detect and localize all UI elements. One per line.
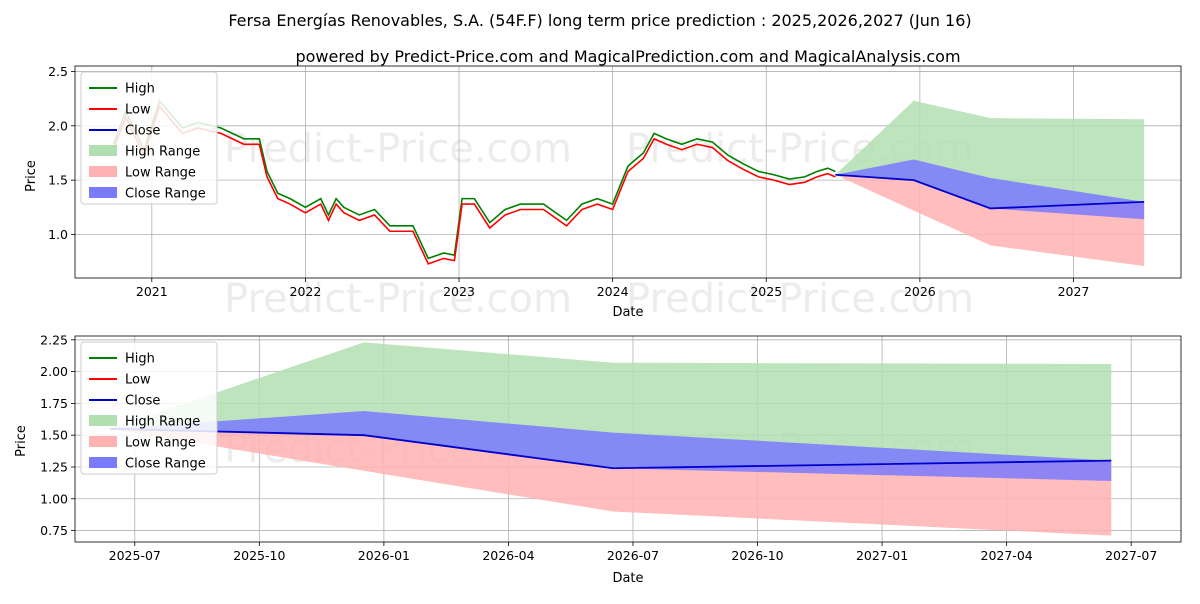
legend-label: Close Range	[125, 457, 206, 472]
x-tick-label: 2026-01	[358, 548, 410, 563]
x-tick-label: 2024	[597, 284, 629, 299]
legend-swatch-patch	[89, 415, 117, 426]
y-axis-label-bottom: Price	[14, 425, 29, 457]
legend-label: Close	[125, 124, 160, 139]
x-tick-label: 2025	[750, 284, 782, 299]
legend-label: Close	[125, 394, 160, 409]
plot-content	[109, 342, 1112, 536]
x-tick-label: 2026-07	[607, 548, 659, 563]
x-axis-label-top: Date	[612, 305, 643, 320]
chart-title: Fersa Energías Renovables, S.A. (54F.F) …	[228, 11, 971, 30]
y-tick-label: 1.00	[40, 491, 68, 506]
legend-label: Low Range	[125, 166, 196, 181]
legend: High Low Close High Range Low Range Close Ran…	[80, 71, 218, 205]
legend-label: High Range	[125, 415, 200, 430]
low-line	[112, 104, 836, 265]
watermark-mid: Predict-Price.com	[224, 276, 572, 322]
high-range-band	[835, 100, 1145, 209]
low-range-band	[109, 428, 1112, 536]
x-tick-label: 2026-04	[482, 548, 534, 563]
y-tick-label: 2.00	[40, 364, 68, 379]
high-line	[112, 99, 836, 260]
y-tick-label: 2.25	[40, 332, 68, 347]
close-line	[109, 427, 1112, 470]
legend-swatch-patch	[89, 166, 117, 177]
y-tick-label: 2.5	[48, 64, 68, 79]
long-term-panel: Predict-Price.com Predict-Price.com Pred…	[24, 64, 1182, 322]
high-range-band	[109, 342, 1112, 469]
legend-swatch-patch	[89, 145, 117, 156]
legend-label: Low Range	[125, 436, 196, 451]
x-tick-label: 2021	[136, 284, 168, 299]
x-tick-label: 2027-07	[1105, 548, 1157, 563]
x-tick-label: 2025-10	[233, 548, 285, 563]
y-tick-label: 1.25	[40, 459, 68, 474]
y-tick-label: 0.75	[40, 523, 68, 538]
x-tick-label: 2023	[443, 284, 475, 299]
legend-label: Low	[125, 373, 151, 388]
low-range-band	[835, 174, 1145, 267]
plot-frame	[74, 335, 1182, 543]
x-tick-label: 2027	[1058, 284, 1090, 299]
forecast-panel: Predict-Price.com Predict-Price.com Date…	[14, 332, 1182, 586]
legend-label: Low	[125, 103, 151, 118]
x-tick-label: 2027-04	[981, 548, 1033, 563]
chart-subtitle: powered by Predict-Price.com and Magical…	[295, 47, 960, 66]
watermark-top: Predict-Price.com	[224, 126, 572, 172]
legend: High Low Close High Range Low Range Close Ran…	[80, 341, 218, 475]
legend-label: High	[125, 82, 155, 97]
plot-content	[112, 99, 1145, 267]
x-tick-label: 2026-10	[731, 548, 783, 563]
y-tick-label: 1.5	[48, 173, 68, 188]
watermark-mid-2: Predict-Price.com	[626, 276, 974, 322]
x-axis-label-bottom: Date	[612, 571, 643, 586]
x-tick-label: 2025-07	[109, 548, 161, 563]
legend-swatch-patch	[89, 187, 117, 198]
legend-swatch-patch	[89, 436, 117, 447]
legend-swatch-patch	[89, 457, 117, 468]
close-line	[835, 173, 1145, 210]
y-tick-label: 1.75	[40, 396, 68, 411]
y-tick-label: 1.0	[48, 227, 68, 242]
y-tick-label: 1.50	[40, 428, 68, 443]
y-axis-label-top: Price	[24, 160, 39, 192]
legend-label: High	[125, 352, 155, 367]
y-tick-label: 2.0	[48, 118, 68, 133]
legend-label: Close Range	[125, 187, 206, 202]
plot-frame	[74, 65, 1182, 279]
legend-label: High Range	[125, 145, 200, 160]
x-tick-label: 2022	[290, 284, 322, 299]
close-range-band	[109, 411, 1112, 481]
x-tick-label: 2026	[904, 284, 936, 299]
x-tick-label: 2027-01	[856, 548, 908, 563]
